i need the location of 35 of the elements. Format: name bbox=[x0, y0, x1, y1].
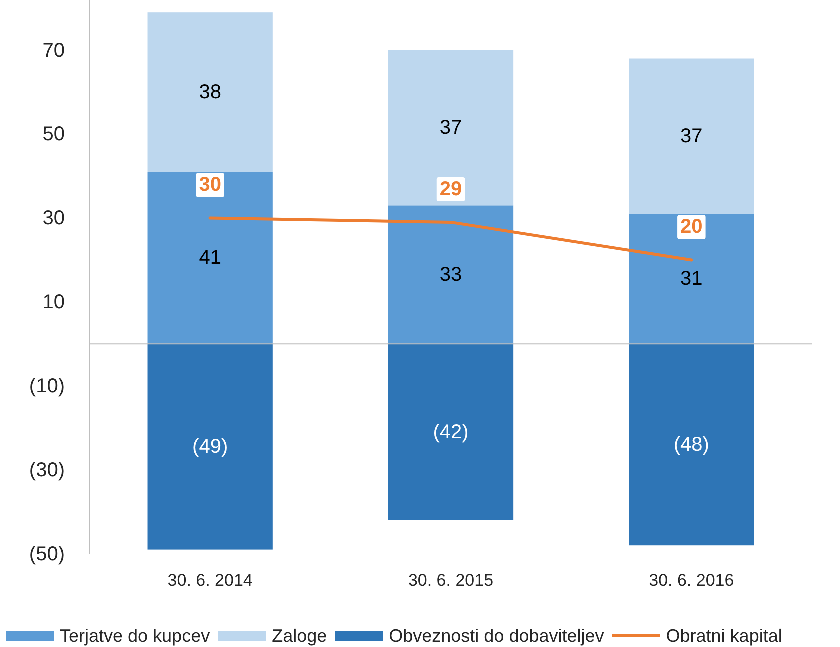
data-label: 33 bbox=[440, 264, 462, 286]
data-label: (42) bbox=[433, 421, 469, 444]
data-label: 20 bbox=[680, 216, 703, 238]
data-label: 29 bbox=[440, 178, 462, 200]
y-tick-label: (50) bbox=[29, 543, 65, 566]
y-tick-label: 30 bbox=[42, 208, 65, 230]
data-label: 38 bbox=[199, 81, 222, 104]
data-label: (49) bbox=[192, 436, 228, 458]
y-tick-label: (10) bbox=[29, 376, 65, 398]
x-tick-label: 30. 6. 2015 bbox=[408, 571, 494, 590]
legend-label: Zaloge bbox=[272, 626, 328, 646]
bar bbox=[388, 344, 514, 520]
data-label: 37 bbox=[680, 125, 703, 148]
bar bbox=[148, 344, 273, 550]
y-tick-label: 70 bbox=[42, 40, 65, 62]
data-label: 31 bbox=[680, 268, 703, 290]
bar bbox=[148, 12, 273, 172]
data-label: 30 bbox=[199, 174, 222, 196]
x-tick-label: 30. 6. 2014 bbox=[168, 571, 253, 590]
legend-label: Obveznosti do dobaviteljev bbox=[389, 626, 604, 646]
data-label: 37 bbox=[440, 117, 462, 140]
bar bbox=[388, 206, 514, 344]
y-tick-label: (30) bbox=[29, 459, 65, 482]
bar bbox=[629, 214, 754, 344]
bar bbox=[629, 58, 754, 214]
bar bbox=[148, 172, 273, 344]
y-tick-label: 10 bbox=[42, 292, 65, 314]
bar bbox=[629, 344, 754, 546]
x-tick-label: 30. 6. 2016 bbox=[649, 571, 734, 590]
data-label: 41 bbox=[199, 247, 222, 270]
bar bbox=[388, 50, 514, 206]
data-label: (48) bbox=[674, 434, 710, 456]
legend-label: Terjatve do kupcev bbox=[60, 626, 210, 646]
legend-label: Obratni kapital bbox=[666, 626, 782, 646]
y-tick-label: 50 bbox=[42, 124, 65, 146]
